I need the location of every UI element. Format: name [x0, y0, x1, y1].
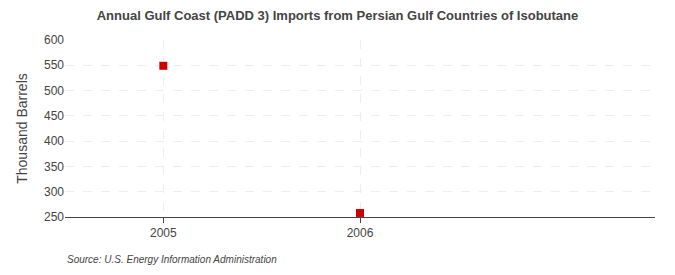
- svg-text:Source: U.S. Energy Informatio: Source: U.S. Energy Information Administ…: [67, 254, 277, 265]
- svg-text:250: 250: [44, 210, 64, 224]
- svg-text:300: 300: [44, 185, 64, 199]
- svg-text:Annual Gulf Coast (PADD 3) Imp: Annual Gulf Coast (PADD 3) Imports from …: [97, 8, 579, 23]
- svg-text:Thousand Barrels: Thousand Barrels: [14, 73, 30, 184]
- svg-text:350: 350: [44, 160, 64, 174]
- svg-text:600: 600: [44, 33, 64, 47]
- svg-text:500: 500: [44, 84, 64, 98]
- svg-text:450: 450: [44, 109, 64, 123]
- svg-text:2006: 2006: [347, 226, 374, 240]
- svg-text:2005: 2005: [150, 226, 177, 240]
- svg-text:400: 400: [44, 134, 64, 148]
- svg-text:550: 550: [44, 58, 64, 72]
